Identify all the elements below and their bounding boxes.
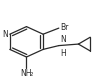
Text: N: N [2,30,8,39]
Text: H: H [60,49,66,58]
Text: 2: 2 [30,72,34,76]
Text: N: N [60,35,66,44]
Text: NH: NH [21,69,32,76]
Text: Br: Br [60,23,68,32]
